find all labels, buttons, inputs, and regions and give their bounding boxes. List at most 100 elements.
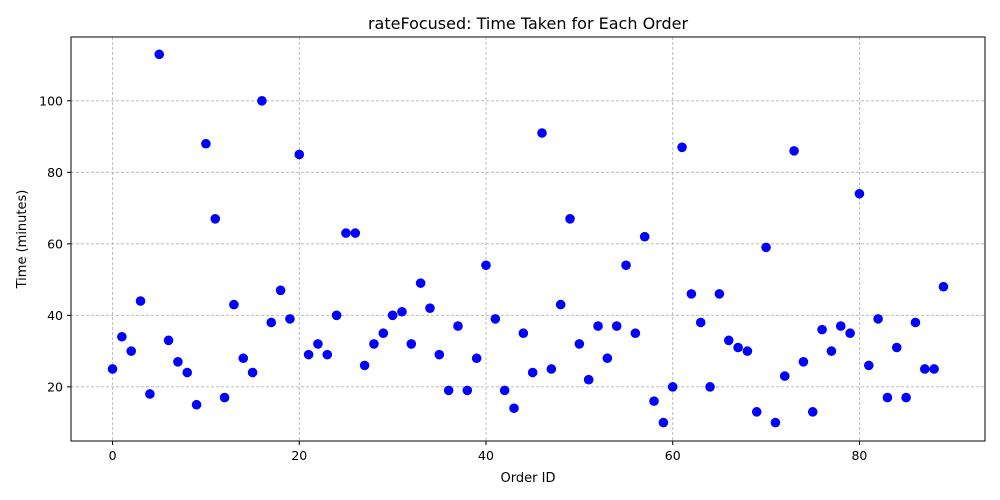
data-point [611, 321, 622, 331]
data-point [527, 367, 538, 378]
data-point [630, 328, 641, 339]
x-axis: 0 20 40 60 80 [109, 441, 867, 463]
data-point [238, 353, 249, 364]
data-point [406, 339, 417, 349]
data-point [182, 367, 193, 378]
data-point [891, 342, 902, 353]
data-point [518, 328, 529, 339]
data-point [509, 403, 519, 414]
data-point [929, 364, 939, 374]
data-point [574, 339, 585, 349]
data-point [602, 353, 613, 364]
data-point [705, 382, 715, 392]
y-tick-label: 80 [47, 165, 63, 180]
data-point [219, 392, 230, 403]
data-point [733, 342, 743, 353]
data-point [117, 331, 127, 342]
data-point [789, 146, 799, 156]
data-point [303, 349, 314, 360]
chart-title: rateFocused: Time Taken for Each Order [368, 14, 689, 33]
data-point [163, 335, 174, 346]
data-point [453, 321, 463, 331]
plot-frame [70, 36, 986, 442]
data-point [826, 346, 837, 356]
data-point [471, 353, 482, 364]
x-tick-label: 40 [478, 448, 494, 463]
data-point [490, 314, 501, 324]
data-point [649, 396, 659, 406]
data-point [294, 149, 305, 160]
data-point [462, 385, 473, 396]
data-point [341, 228, 351, 238]
grid [71, 37, 985, 441]
y-tick-label: 40 [47, 308, 63, 323]
data-point [537, 128, 547, 138]
data-point [369, 339, 379, 349]
data-point [443, 385, 454, 396]
data-point [555, 299, 566, 310]
data-point [145, 389, 155, 399]
x-tick-label: 20 [291, 448, 307, 463]
data-point [919, 364, 930, 374]
data-point [583, 374, 594, 385]
data-point [378, 328, 389, 339]
data-point [257, 96, 267, 106]
y-axis: 20 40 60 80 100 [39, 93, 71, 394]
x-tick-label: 80 [851, 448, 867, 463]
data-point [247, 367, 258, 378]
x-axis-title: Order ID [501, 471, 556, 486]
y-tick-label: 100 [39, 93, 63, 108]
data-point [229, 299, 239, 310]
data-point [695, 317, 706, 328]
data-point [938, 281, 949, 292]
data-point [499, 385, 510, 396]
data-point [201, 138, 211, 149]
data-point [593, 321, 603, 331]
y-tick-label: 20 [47, 379, 63, 394]
data-point [873, 314, 883, 324]
data-point [901, 392, 911, 403]
data-point [359, 360, 370, 371]
data-point [723, 335, 734, 346]
data-point [331, 310, 342, 321]
data-point [285, 314, 295, 324]
data-point [835, 321, 846, 331]
data-point [275, 285, 286, 296]
data-point [658, 417, 669, 428]
data-point [546, 364, 557, 374]
x-tick-label: 0 [109, 448, 117, 463]
data-point [135, 296, 146, 306]
data-point [425, 303, 435, 313]
data-point [854, 188, 865, 199]
data-point [677, 142, 687, 153]
data-point [565, 214, 575, 224]
data-point [210, 214, 221, 224]
data-point [107, 364, 118, 374]
data-point [415, 278, 426, 288]
data-point [761, 242, 771, 253]
data-point [481, 260, 491, 271]
data-point [434, 349, 445, 360]
data-point [350, 228, 361, 238]
data-point [387, 310, 398, 321]
data-point [714, 289, 725, 299]
data-point [817, 324, 827, 335]
data-points [107, 49, 949, 428]
data-point [154, 49, 165, 60]
data-point [126, 346, 137, 356]
data-point [751, 407, 762, 417]
x-tick-label: 60 [665, 448, 681, 463]
data-point [770, 417, 781, 428]
data-point [639, 231, 650, 242]
data-point [322, 349, 333, 360]
data-point [798, 357, 809, 367]
data-point [266, 317, 277, 328]
data-point [191, 399, 202, 410]
data-point [313, 339, 323, 349]
y-tick-label: 60 [47, 236, 63, 251]
data-point [779, 371, 790, 381]
data-point [845, 328, 855, 339]
data-point [397, 306, 407, 317]
data-point [667, 382, 678, 392]
